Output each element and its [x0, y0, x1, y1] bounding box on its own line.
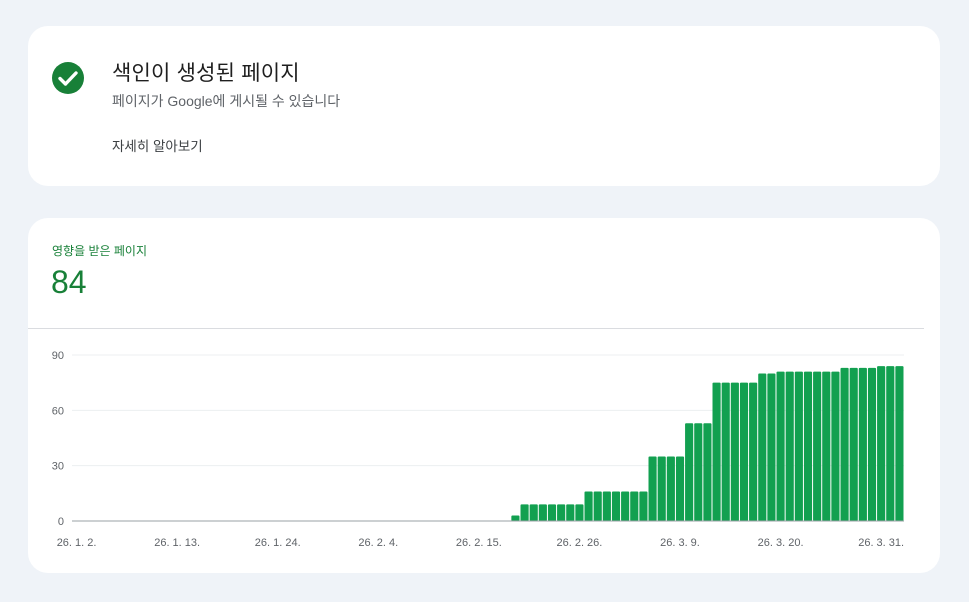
bar[interactable]	[657, 456, 666, 521]
y-tick-label: 60	[52, 405, 64, 417]
bar[interactable]	[538, 504, 547, 521]
bar[interactable]	[675, 456, 685, 521]
bar[interactable]	[877, 366, 886, 521]
bar[interactable]	[712, 382, 721, 521]
x-tick-label: 26. 3. 9.	[660, 537, 700, 549]
bar[interactable]	[520, 504, 529, 521]
bar[interactable]	[794, 371, 803, 521]
bar[interactable]	[831, 371, 840, 521]
x-tick-label: 26. 1. 2.	[57, 537, 97, 549]
learn-more-link[interactable]: 자세히 알아보기	[112, 139, 203, 154]
bar[interactable]	[611, 491, 621, 521]
chart-card: 영향을 받은 페이지 84 0 30 60 90 26. 1. 2. 26. 1. 13.…	[28, 218, 940, 573]
bar[interactable]	[858, 367, 867, 521]
bar[interactable]	[721, 382, 730, 521]
bar[interactable]	[803, 371, 813, 521]
bar[interactable]	[840, 367, 849, 521]
x-tick-label: 26. 2. 15.	[456, 537, 502, 549]
bar[interactable]	[511, 515, 520, 521]
bar[interactable]	[630, 491, 639, 521]
bar[interactable]	[758, 373, 767, 521]
bar[interactable]	[557, 504, 566, 521]
bar[interactable]	[666, 456, 675, 521]
bar[interactable]	[886, 366, 895, 521]
bar[interactable]	[776, 371, 785, 521]
check-circle-icon	[52, 62, 84, 94]
bar[interactable]	[822, 371, 831, 521]
x-tick-label: 26. 1. 13.	[154, 537, 200, 549]
divider	[28, 328, 924, 329]
bar[interactable]	[584, 491, 593, 521]
bar[interactable]	[785, 371, 794, 521]
y-tick-label: 30	[52, 461, 64, 473]
y-tick-label: 90	[52, 350, 64, 362]
bar[interactable]	[730, 382, 739, 521]
x-tick-label: 26. 1. 24.	[255, 537, 301, 549]
status-subtitle: 페이지가 Google에 게시될 수 있습니다	[112, 93, 341, 109]
bar[interactable]	[593, 491, 602, 521]
bar[interactable]	[739, 382, 749, 521]
bar[interactable]	[694, 423, 703, 521]
pages-bar-chart: 0 30 60 90 26. 1. 2. 26. 1. 13. 26. 1. 24. 26. …	[52, 350, 904, 549]
status-title: 색인이 생성된 페이지	[112, 62, 300, 85]
x-tick-label: 26. 2. 4.	[358, 537, 398, 549]
bar[interactable]	[703, 423, 712, 521]
metric-value: 84	[51, 264, 87, 300]
bar[interactable]	[621, 491, 630, 521]
bar[interactable]	[547, 504, 557, 521]
bar[interactable]	[767, 373, 776, 521]
bar[interactable]	[685, 423, 694, 521]
y-tick-label: 0	[58, 516, 64, 528]
bar[interactable]	[867, 367, 877, 521]
x-tick-label: 26. 3. 31.	[858, 537, 904, 549]
bar[interactable]	[648, 456, 657, 521]
bar[interactable]	[566, 504, 575, 521]
status-card: 색인이 생성된 페이지 페이지가 Google에 게시될 수 있습니다 자세히 …	[28, 26, 940, 186]
x-tick-label: 26. 2. 26.	[556, 537, 602, 549]
x-tick-label: 26. 3. 20.	[758, 537, 804, 549]
bar[interactable]	[849, 367, 858, 521]
bar[interactable]	[575, 504, 584, 521]
bar[interactable]	[749, 382, 758, 521]
bar[interactable]	[639, 491, 648, 521]
bar[interactable]	[529, 504, 538, 521]
bar[interactable]	[813, 371, 822, 521]
metric-label: 영향을 받은 페이지	[52, 244, 147, 258]
bar[interactable]	[602, 491, 611, 521]
bar[interactable]	[895, 366, 904, 521]
